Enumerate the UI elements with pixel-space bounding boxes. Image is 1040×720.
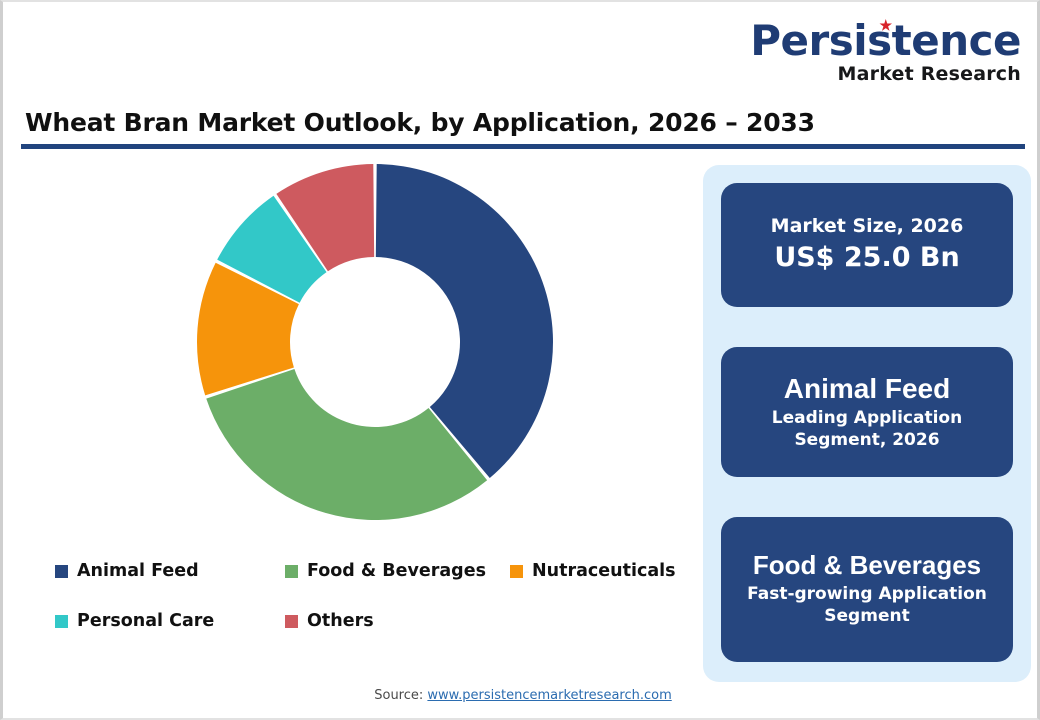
stat-card-3-headline: Food & Beverages xyxy=(752,550,982,581)
donut-chart-svg xyxy=(196,164,553,520)
legend-item[interactable]: Personal Care xyxy=(55,611,285,631)
legend-item[interactable]: Nutraceuticals xyxy=(510,561,695,581)
donut-slice[interactable] xyxy=(375,164,553,479)
chart-container xyxy=(17,157,697,557)
stat-card-leading-segment: Animal Feed Leading Application Segment,… xyxy=(721,347,1013,477)
title-divider xyxy=(21,144,1025,149)
stat-card-1-kicker: Market Size, 2026 xyxy=(770,215,964,238)
stat-card-1-value: US$ 25.0 Bn xyxy=(774,242,960,273)
legend-swatch-icon xyxy=(285,564,298,578)
donut-slice[interactable] xyxy=(217,195,327,303)
legend-item-label: Animal Feed xyxy=(77,561,199,581)
stat-card-3-sub: Fast-growing Application Segment xyxy=(747,584,987,626)
logo-brand-text: Persistence xyxy=(750,19,1021,62)
legend-item-label: Food & Beverages xyxy=(307,561,486,581)
highlights-panel: Market Size, 2026 US$ 25.0 Bn Animal Fee… xyxy=(703,165,1031,682)
chart-legend: Animal Feed Food & Beverages Nutraceutical… xyxy=(55,554,695,654)
legend-row: Animal Feed Food & Beverages Nutraceutical… xyxy=(55,554,695,588)
legend-swatch-icon xyxy=(55,564,68,578)
donut-chart xyxy=(192,157,592,542)
page-title: Wheat Bran Market Outlook, by Applicatio… xyxy=(25,108,815,137)
legend-item[interactable]: Others xyxy=(285,611,510,631)
legend-item-label: Others xyxy=(307,611,374,631)
stat-card-fastest-growing-segment: Food & Beverages Fast-growing Applicatio… xyxy=(721,517,1013,662)
donut-slice[interactable] xyxy=(206,369,488,520)
legend-swatch-icon xyxy=(55,614,68,628)
legend-item-label: Nutraceuticals xyxy=(532,561,676,581)
source-label: Source: xyxy=(374,688,428,703)
donut-slice-group xyxy=(196,164,553,520)
donut-slice[interactable] xyxy=(276,164,375,272)
source-footer: Source: www.persistencemarketresearch.co… xyxy=(3,688,1037,703)
donut-slice[interactable] xyxy=(196,262,299,396)
legend-item[interactable]: Food & Beverages xyxy=(285,561,510,581)
star-icon xyxy=(879,19,893,31)
legend-swatch-icon xyxy=(285,614,298,628)
stat-card-2-headline: Animal Feed xyxy=(783,372,951,404)
company-logo: Persistence Market Research xyxy=(750,19,1021,85)
stat-card-market-size: Market Size, 2026 US$ 25.0 Bn xyxy=(721,183,1013,307)
source-link[interactable]: www.persistencemarketresearch.com xyxy=(427,688,672,703)
legend-swatch-icon xyxy=(510,564,523,578)
stat-card-2-sub: Leading Application Segment, 2026 xyxy=(771,407,963,450)
legend-row: Personal Care Others xyxy=(55,604,695,638)
logo-tagline: Market Research xyxy=(837,63,1021,85)
legend-item-label: Personal Care xyxy=(77,611,215,631)
legend-item[interactable]: Animal Feed xyxy=(55,561,285,581)
